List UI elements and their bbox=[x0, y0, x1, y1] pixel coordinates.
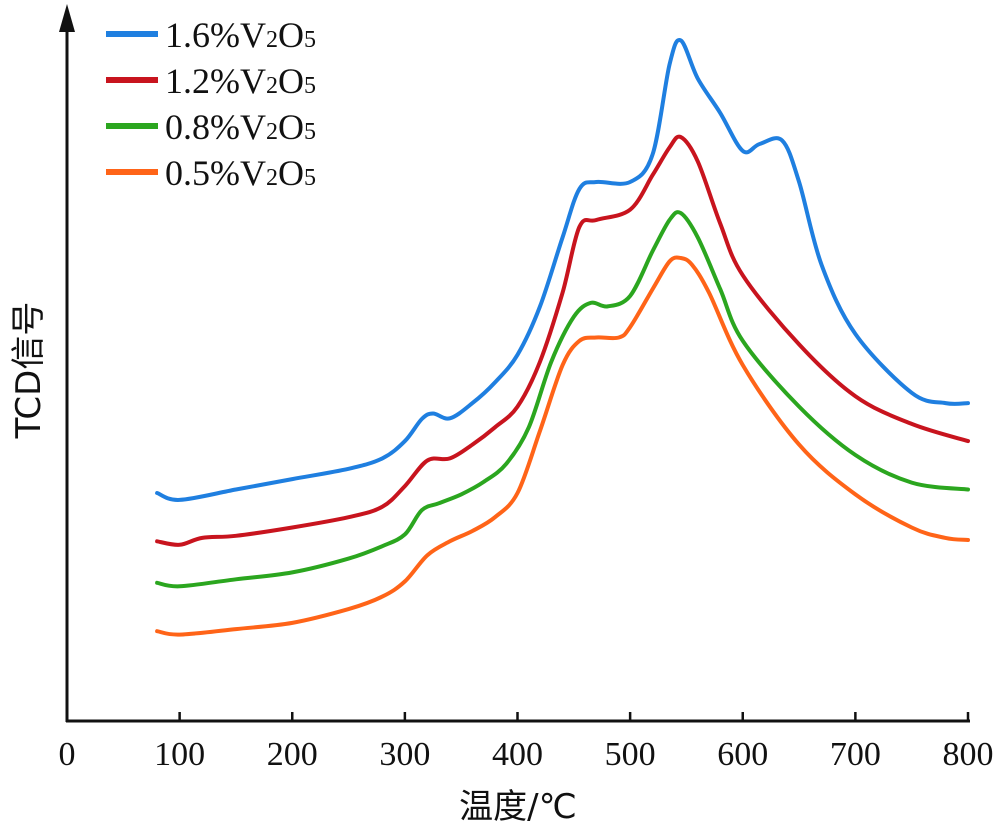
legend: 1.6%V2O5 1.2%V2O5 0.8%V2O5 0.5%V2O5 bbox=[106, 15, 316, 193]
x-tick-label: 800 bbox=[943, 736, 994, 773]
series-lines bbox=[155, 38, 970, 637]
x-tick-label: 400 bbox=[492, 736, 543, 773]
x-tick-label: 600 bbox=[717, 736, 768, 773]
x-ticks: 0 100 200 300 400 500 600 700 800 bbox=[59, 712, 994, 773]
series-line-0 bbox=[155, 38, 970, 502]
x-tick-label: 700 bbox=[830, 736, 881, 773]
legend-label: 0.5%V2O5 bbox=[165, 153, 316, 193]
x-tick-label: 500 bbox=[605, 736, 656, 773]
series-line-2 bbox=[155, 210, 970, 589]
legend-label: 0.8%V2O5 bbox=[165, 107, 316, 147]
y-axis-arrow-icon bbox=[59, 4, 75, 32]
x-tick-label: 0 bbox=[59, 736, 76, 773]
x-tick-label: 100 bbox=[154, 736, 205, 773]
x-axis-title: 温度/℃ bbox=[459, 787, 577, 827]
series-line-1 bbox=[155, 134, 970, 547]
legend-label: 1.6%V2O5 bbox=[165, 15, 316, 55]
legend-label: 1.2%V2O5 bbox=[165, 61, 316, 101]
x-tick-label: 200 bbox=[267, 736, 318, 773]
y-axis-title: TCD信号 bbox=[9, 302, 49, 440]
x-tick-label: 300 bbox=[379, 736, 430, 773]
series-line-3 bbox=[155, 255, 970, 637]
